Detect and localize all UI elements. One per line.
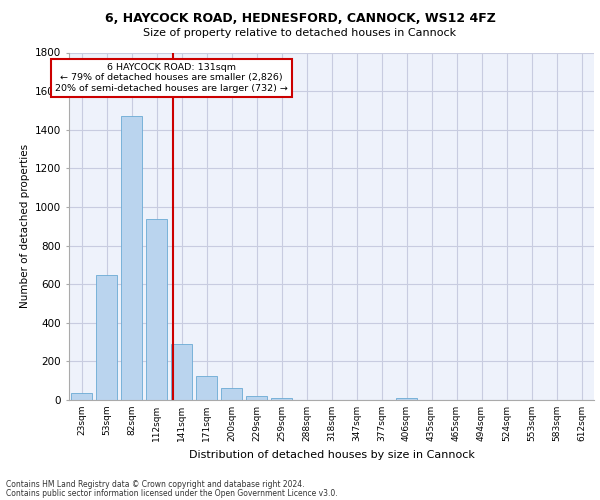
Text: Size of property relative to detached houses in Cannock: Size of property relative to detached ho… (143, 28, 457, 38)
Text: 6, HAYCOCK ROAD, HEDNESFORD, CANNOCK, WS12 4FZ: 6, HAYCOCK ROAD, HEDNESFORD, CANNOCK, WS… (104, 12, 496, 26)
Bar (246, 396, 267, 400)
Text: 6 HAYCOCK ROAD: 131sqm
← 79% of detached houses are smaller (2,826)
20% of semi-: 6 HAYCOCK ROAD: 131sqm ← 79% of detached… (55, 63, 288, 92)
Bar (71, 392, 92, 400)
Text: Contains public sector information licensed under the Open Government Licence v3: Contains public sector information licen… (6, 490, 338, 498)
Bar (196, 376, 217, 400)
Bar (121, 116, 142, 400)
Bar (271, 398, 292, 400)
Y-axis label: Number of detached properties: Number of detached properties (20, 144, 29, 308)
Bar (171, 344, 192, 400)
Bar (146, 220, 167, 400)
Text: Contains HM Land Registry data © Crown copyright and database right 2024.: Contains HM Land Registry data © Crown c… (6, 480, 305, 489)
Bar (221, 388, 242, 400)
Bar (96, 274, 117, 400)
X-axis label: Distribution of detached houses by size in Cannock: Distribution of detached houses by size … (188, 450, 475, 460)
Bar (396, 398, 417, 400)
